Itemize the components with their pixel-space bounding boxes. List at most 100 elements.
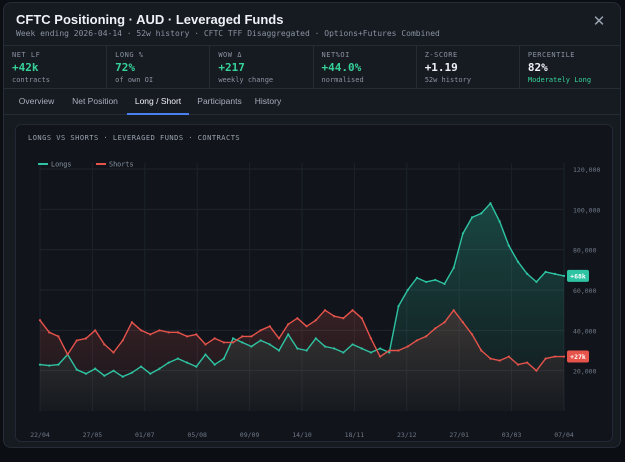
stat-value: 82% [527, 61, 548, 74]
data-point-longs [526, 272, 529, 275]
data-point-shorts [195, 333, 198, 336]
data-point-longs [130, 371, 134, 374]
data-point-shorts [84, 337, 88, 340]
modal-subtitle: Week ending 2026-04-14 · 52w history · C… [16, 29, 440, 38]
modal-title: CFTC Positioning · AUD · Leveraged Funds [16, 12, 284, 27]
series-line-shorts [39, 309, 564, 372]
stat-sub: Moderately Long [527, 76, 592, 84]
data-point-shorts [480, 349, 483, 352]
y-tick-label: 80,000 [573, 247, 597, 255]
data-point-shorts [130, 321, 134, 324]
data-point-longs [112, 369, 115, 372]
data-point-longs [185, 361, 189, 364]
data-point-shorts [121, 339, 124, 342]
stat-label: Z-SCORE [424, 51, 458, 59]
data-point-shorts [443, 321, 446, 324]
data-point-shorts [277, 337, 281, 340]
data-point-shorts [158, 329, 161, 332]
data-point-longs [379, 347, 382, 350]
tab-net-position[interactable]: Net Position [72, 96, 118, 106]
data-point-shorts [57, 335, 60, 338]
data-point-shorts [342, 317, 345, 320]
stat-sub: of own OI [115, 76, 154, 84]
data-point-longs [406, 288, 409, 292]
data-point-shorts [38, 319, 42, 322]
end-value-badge-longs [567, 269, 589, 282]
data-point-longs [57, 363, 60, 366]
data-point-shorts [48, 331, 51, 334]
data-point-longs [250, 345, 253, 348]
stat-sub: weekly change [218, 76, 274, 84]
tab-participants[interactable]: Participants [197, 96, 242, 106]
data-point-longs [268, 343, 271, 346]
stat-label: LONG % [115, 51, 144, 59]
data-point-shorts [526, 361, 529, 364]
data-point-longs [553, 272, 556, 275]
data-point-shorts [103, 343, 106, 346]
x-tick-label: 18/11 [345, 431, 365, 439]
end-value-badge-shorts [567, 350, 589, 363]
data-point-shorts [222, 341, 225, 344]
data-point-longs [452, 266, 455, 269]
data-point-longs [287, 333, 290, 336]
stat-label: PERCENTILE [527, 51, 576, 59]
data-point-shorts [333, 315, 336, 318]
stat-value: +42k [12, 61, 39, 74]
data-point-longs [241, 341, 244, 344]
tab-history[interactable]: History [254, 96, 282, 106]
stat-label: WOW Δ [218, 51, 242, 59]
data-point-shorts [250, 335, 253, 338]
data-point-shorts [66, 353, 69, 356]
data-point-shorts [94, 329, 97, 332]
x-tick-label: 27/01 [449, 431, 469, 439]
series-area-shorts [40, 310, 564, 411]
x-tick-label: 01/07 [135, 431, 155, 439]
data-point-shorts [305, 325, 308, 328]
data-point-longs [443, 282, 446, 286]
data-point-shorts [231, 341, 235, 344]
data-point-shorts [406, 345, 409, 348]
y-tick-label: 120,000 [573, 166, 600, 174]
data-point-longs [222, 357, 225, 360]
tab-long-short[interactable]: Long / Short [127, 89, 189, 115]
data-point-longs [195, 365, 198, 368]
data-point-shorts [296, 317, 299, 320]
stat-sub: 52w history [424, 76, 472, 84]
data-point-longs [213, 363, 216, 366]
y-tick-label: 100,000 [573, 206, 600, 214]
legend-label-longs: Longs [51, 161, 71, 169]
stat-value: +217 [218, 61, 245, 74]
data-point-longs [544, 270, 547, 273]
x-tick-label: 23/12 [397, 431, 417, 439]
data-point-shorts [562, 355, 566, 358]
x-tick-label: 03/03 [502, 431, 522, 439]
end-value-label-shorts: +27k [570, 353, 586, 361]
close-icon[interactable]: ✕ [592, 13, 606, 30]
data-point-longs [314, 337, 317, 340]
data-point-shorts [434, 327, 437, 330]
data-point-shorts [268, 325, 271, 328]
data-point-longs [489, 202, 492, 205]
data-point-longs [333, 347, 336, 350]
end-value-label-longs: +68k [570, 272, 586, 280]
data-point-longs [369, 351, 373, 354]
data-point-longs [121, 375, 124, 378]
tab-bar: Overview Net Position Long / Short Parti… [4, 89, 620, 115]
tab-overview[interactable]: Overview [18, 96, 55, 106]
data-point-longs [507, 244, 510, 247]
data-point-longs [434, 278, 437, 282]
y-tick-label: 40,000 [573, 327, 597, 335]
data-point-longs [562, 274, 566, 277]
series-line-longs [39, 202, 565, 378]
y-tick-label: 20,000 [573, 368, 597, 376]
data-point-shorts [507, 355, 510, 358]
stat-wow-change: WOW Δ +217 weekly change [210, 46, 314, 88]
data-point-longs [461, 232, 464, 235]
chart-title: LONGS VS SHORTS · LEVERAGED FUNDS · CONT… [28, 134, 241, 142]
data-point-longs [231, 337, 235, 340]
chart-panel: LONGS VS SHORTS · LEVERAGED FUNDS · CONT… [15, 124, 613, 442]
stat-value: 72% [115, 61, 136, 74]
stat-sub: normalised [321, 76, 364, 84]
data-point-longs [305, 349, 308, 352]
data-point-shorts [287, 323, 290, 326]
